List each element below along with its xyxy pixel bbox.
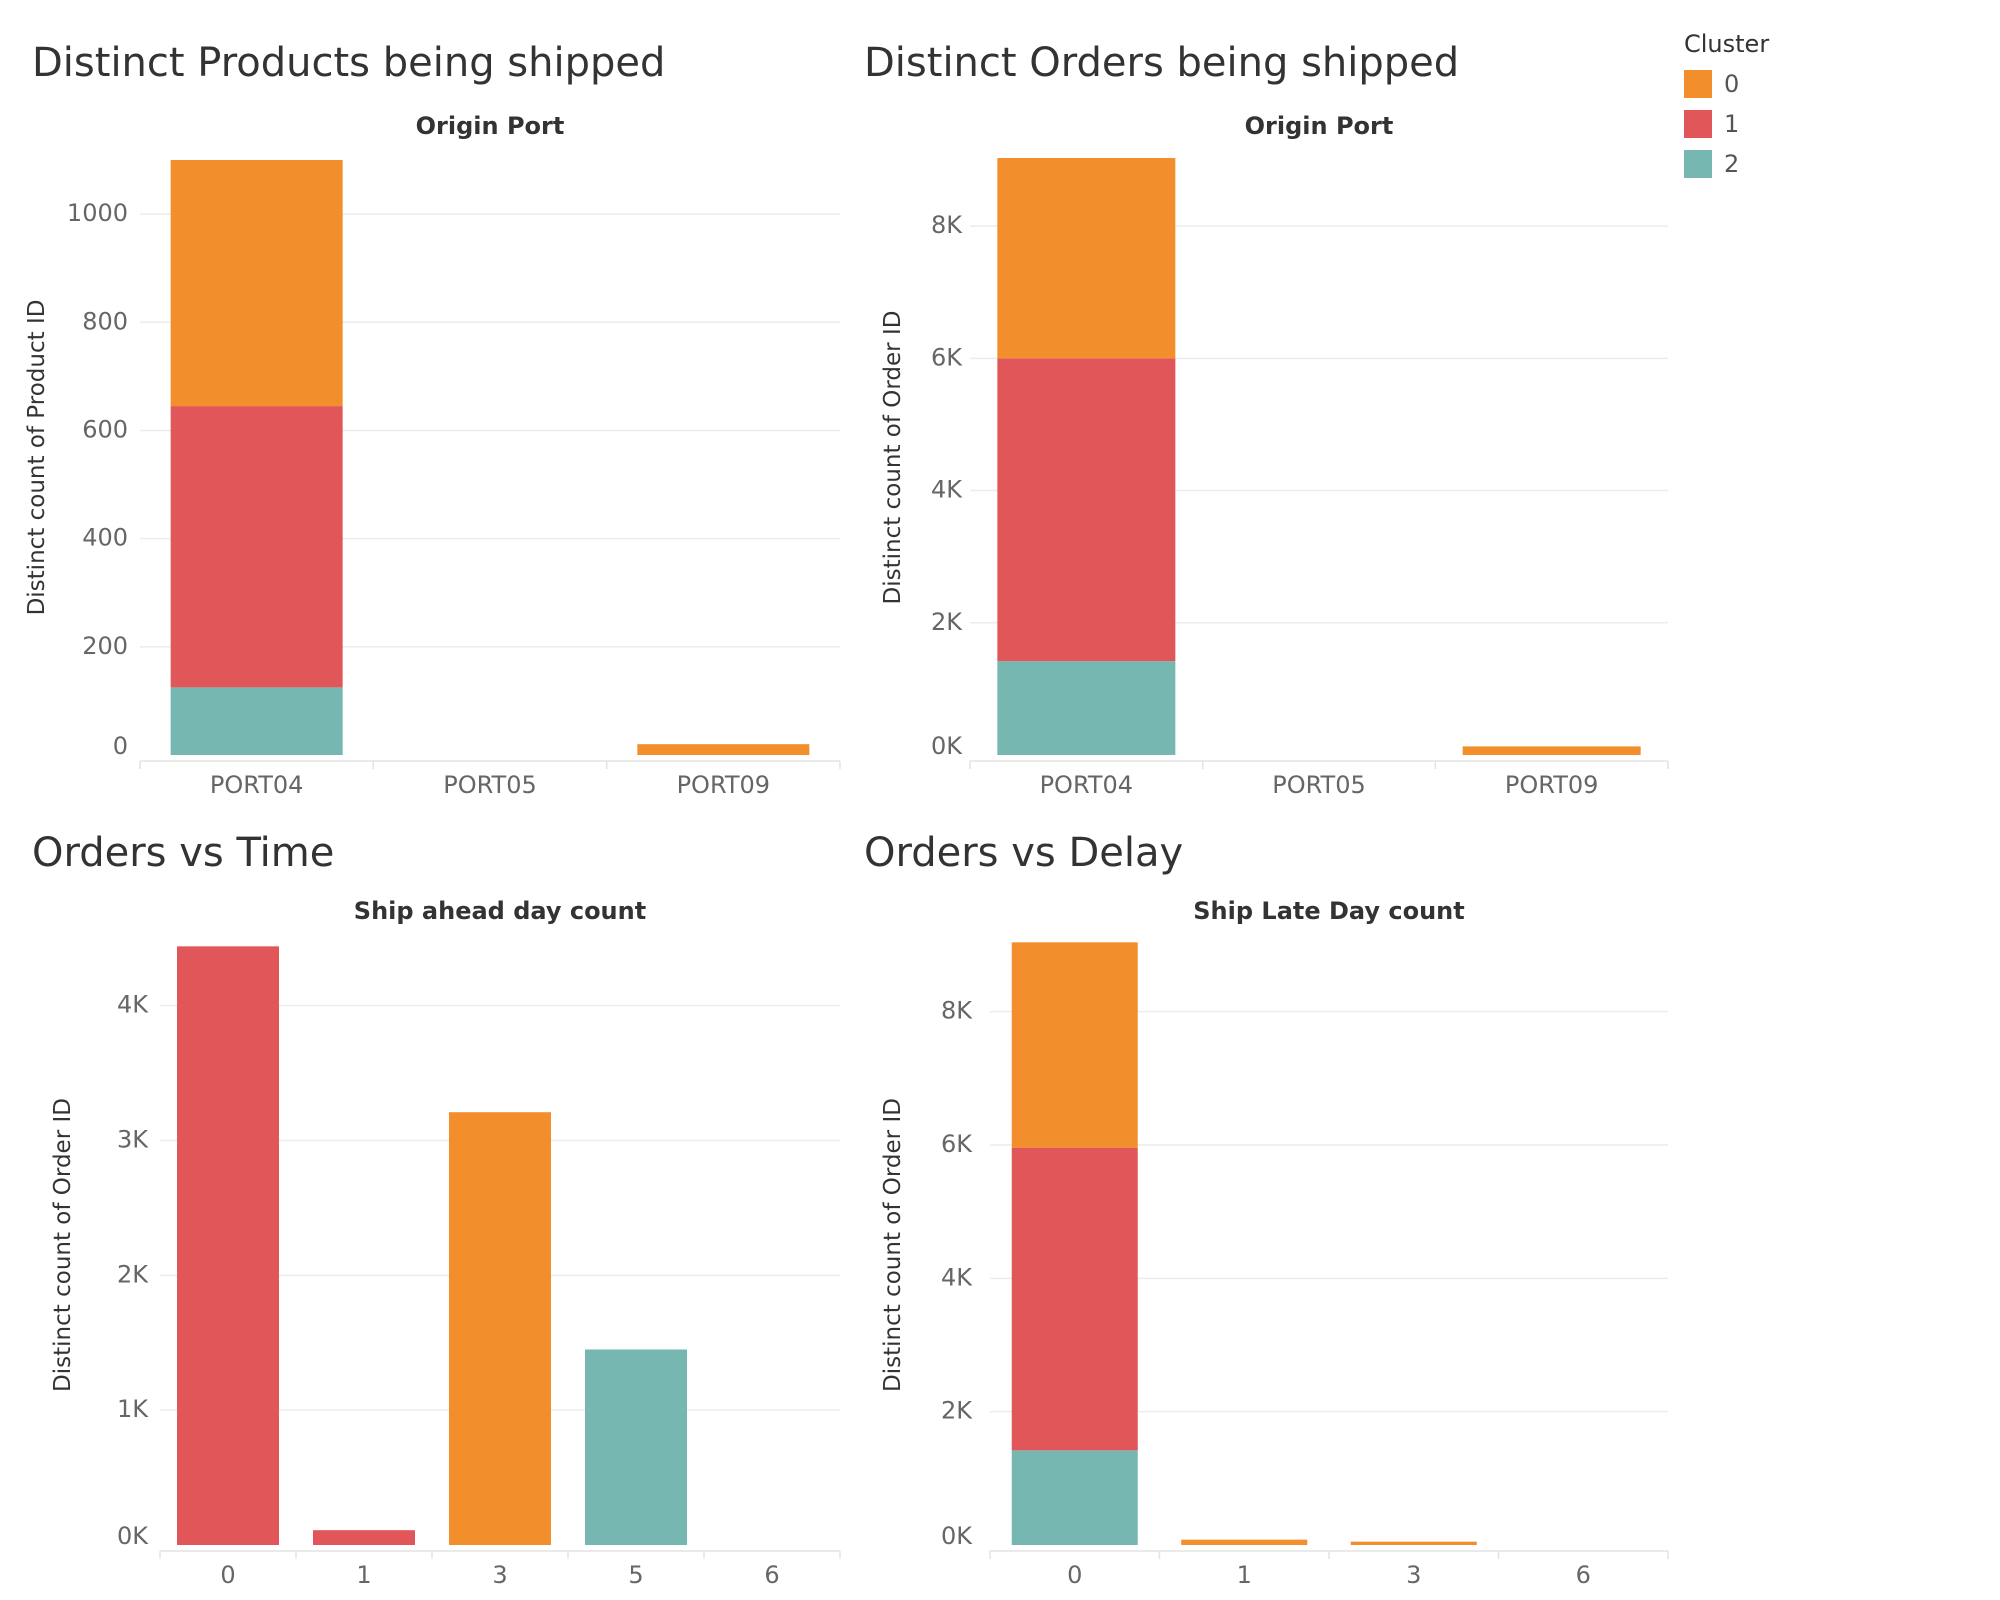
y-tick-label: 6K bbox=[941, 1130, 973, 1158]
bar-0-cluster-0[interactable] bbox=[1011, 942, 1138, 1148]
panel-title-orders: Distinct Orders being shipped bbox=[864, 40, 1460, 86]
x-tick-label: 3 bbox=[492, 1561, 507, 1589]
y-tick-label: 2K bbox=[931, 608, 963, 636]
legend-swatch-1 bbox=[1684, 110, 1712, 138]
cluster-legend: Cluster 0 1 2 bbox=[1684, 30, 1769, 184]
y-tick-label: 4K bbox=[931, 476, 963, 504]
legend-swatch-2 bbox=[1684, 150, 1712, 178]
y-tick-label: 0K bbox=[941, 1522, 973, 1550]
x-axis-title: Origin Port bbox=[416, 112, 565, 140]
chart-1: 0K 2K 4K 6K 8K Distinct count of Order ID Orig… bbox=[880, 112, 1669, 799]
y-tick-label: 1000 bbox=[67, 199, 128, 227]
x-tick-label: 1 bbox=[356, 1561, 371, 1589]
y-tick-label: 8K bbox=[931, 211, 963, 239]
x-axis-title: Ship Late Day count bbox=[1193, 897, 1464, 925]
legend-title: Cluster bbox=[1684, 30, 1770, 58]
y-tick-label: 600 bbox=[82, 415, 128, 443]
y-axis-title: Distinct count of Order ID bbox=[50, 1098, 76, 1392]
y-tick-label: 4K bbox=[941, 1263, 973, 1291]
y-axis-title: Distinct count of Order ID bbox=[880, 311, 906, 605]
bar-3-cluster-0[interactable] bbox=[1350, 1541, 1477, 1545]
x-tick-label: PORT04 bbox=[1040, 771, 1134, 799]
x-tick-label: 6 bbox=[764, 1561, 779, 1589]
x-tick-label: 5 bbox=[628, 1561, 643, 1589]
chart-0: 0 200 400 600 800 1000 Distinct count of Produ… bbox=[24, 112, 841, 799]
chart-2: 0K 1K 2K 3K 4K Distinct count of Order ID Ship… bbox=[50, 897, 841, 1589]
chart-3: 0K 2K 4K 6K 8K Distinct count of Order ID Ship… bbox=[880, 897, 1669, 1589]
x-tick-label: PORT05 bbox=[1272, 771, 1366, 799]
x-tick-label: 0 bbox=[1067, 1561, 1082, 1589]
y-tick-label: 2K bbox=[941, 1397, 973, 1425]
y-tick-label: 0K bbox=[117, 1522, 149, 1550]
bar-PORT04-cluster-2[interactable] bbox=[997, 661, 1176, 755]
x-tick-label: 3 bbox=[1406, 1561, 1421, 1589]
bar-1-cluster-1[interactable] bbox=[313, 1530, 415, 1545]
y-tick-label: 0 bbox=[113, 732, 128, 760]
y-tick-label: 200 bbox=[82, 632, 128, 660]
panel-title-orders-vs-delay: Orders vs Delay bbox=[864, 830, 1184, 876]
y-tick-label: 4K bbox=[117, 991, 149, 1019]
bar-0-cluster-1[interactable] bbox=[177, 946, 279, 1545]
y-tick-label: 3K bbox=[117, 1126, 149, 1154]
x-tick-label: PORT05 bbox=[443, 771, 537, 799]
legend-item-1[interactable]: 1 bbox=[1684, 104, 1769, 144]
legend-label-1: 1 bbox=[1724, 110, 1740, 138]
bar-5-cluster-2[interactable] bbox=[585, 1349, 687, 1545]
panel-title-products: Distinct Products being shipped bbox=[32, 40, 666, 86]
y-tick-label: 0K bbox=[931, 732, 963, 760]
bar-PORT04-cluster-0[interactable] bbox=[170, 160, 343, 407]
legend-swatch-0 bbox=[1684, 70, 1712, 98]
bar-PORT04-cluster-0[interactable] bbox=[997, 158, 1176, 359]
legend-label-2: 2 bbox=[1724, 150, 1740, 178]
x-tick-label: PORT09 bbox=[677, 771, 771, 799]
x-axis-title: Ship ahead day count bbox=[354, 897, 646, 925]
y-tick-label: 400 bbox=[82, 524, 128, 552]
bar-PORT09-cluster-0[interactable] bbox=[1462, 746, 1641, 755]
x-tick-label: PORT04 bbox=[210, 771, 304, 799]
bar-PORT04-cluster-1[interactable] bbox=[170, 406, 343, 688]
bar-0-cluster-2[interactable] bbox=[1011, 1450, 1138, 1545]
legend-label-0: 0 bbox=[1724, 70, 1740, 98]
bar-PORT04-cluster-1[interactable] bbox=[997, 358, 1176, 662]
bar-PORT09-cluster-0[interactable] bbox=[637, 744, 810, 755]
x-tick-label: PORT09 bbox=[1505, 771, 1599, 799]
x-tick-label: 0 bbox=[220, 1561, 235, 1589]
bar-PORT04-cluster-2[interactable] bbox=[170, 687, 343, 755]
y-tick-label: 6K bbox=[931, 343, 963, 371]
x-tick-label: 6 bbox=[1576, 1561, 1591, 1589]
x-tick-label: 1 bbox=[1237, 1561, 1252, 1589]
panel-title-orders-vs-time: Orders vs Time bbox=[32, 830, 335, 876]
bar-0-cluster-1[interactable] bbox=[1011, 1147, 1138, 1451]
y-axis-title: Distinct count of Product ID bbox=[24, 300, 50, 616]
y-axis-title: Distinct count of Order ID bbox=[880, 1098, 906, 1392]
legend-item-2[interactable]: 2 bbox=[1684, 144, 1769, 184]
y-tick-label: 8K bbox=[941, 997, 973, 1025]
bar-3-cluster-0[interactable] bbox=[449, 1112, 551, 1545]
y-tick-label: 2K bbox=[117, 1260, 149, 1288]
y-tick-label: 1K bbox=[117, 1395, 149, 1423]
y-tick-label: 800 bbox=[82, 307, 128, 335]
x-axis-title: Origin Port bbox=[1245, 112, 1394, 140]
legend-item-0[interactable]: 0 bbox=[1684, 64, 1769, 104]
bar-1-cluster-0[interactable] bbox=[1181, 1539, 1308, 1545]
